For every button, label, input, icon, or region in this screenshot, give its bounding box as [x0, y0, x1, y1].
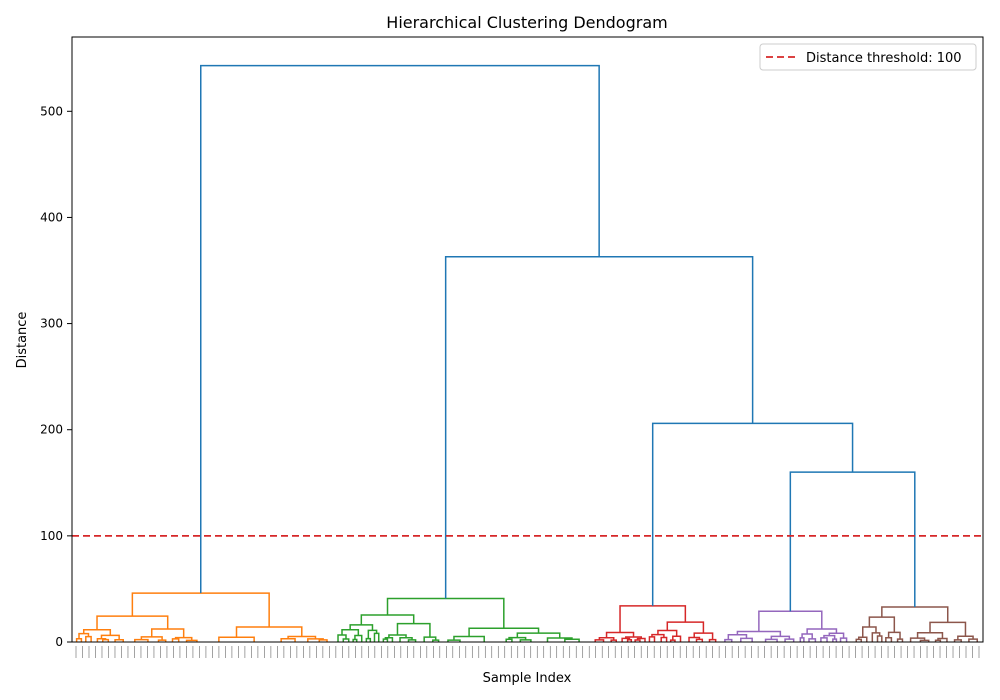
dendrogram-links [75, 64, 978, 642]
dendrogram-link-6 [100, 634, 120, 640]
dendrogram-link-9 [157, 639, 167, 642]
legend-entry-threshold: Distance threshold: 100 [806, 51, 962, 66]
dendrogram-link-22 [131, 592, 270, 627]
chart-title: Hierarchical Clustering Dendogram [386, 13, 667, 32]
dendrogram-link-42 [453, 635, 485, 642]
dendrogram-link-17 [280, 638, 296, 642]
y-tick-label-500: 500 [40, 104, 63, 118]
dendrogram-link-1 [85, 635, 92, 642]
dendrogram-link-26 [354, 634, 363, 642]
dendrogram-link-51 [594, 639, 605, 642]
dendrogram-link-15 [96, 615, 169, 630]
dendrogram-link-111 [200, 64, 600, 594]
dendrogram-link-37 [432, 639, 440, 642]
dendrogram-link-31 [349, 624, 374, 631]
dendrogram-link-87 [806, 628, 838, 635]
dendrogram-link-99 [909, 637, 926, 642]
dendrogram-link-30 [367, 629, 378, 639]
x-axis-label: Sample Index [483, 671, 572, 686]
dendrogram-link-29 [373, 632, 380, 642]
dendrogram-link-107 [881, 606, 949, 623]
dendrogram-link-54 [626, 639, 633, 642]
dendrogram-link-21 [235, 626, 303, 638]
dendrogram-link-84 [823, 634, 836, 640]
legend: Distance threshold: 100 [759, 43, 977, 71]
leaf-labels [75, 646, 980, 658]
dendrogram-link-3 [102, 638, 110, 642]
dendrogram-link-47 [546, 637, 573, 642]
dendrogram-link-0 [75, 637, 83, 642]
dendrogram-link-81 [801, 633, 813, 639]
dendrogram-link-106 [929, 621, 967, 637]
dendrogram-link-64 [672, 635, 682, 642]
y-tick-label-300: 300 [40, 317, 63, 331]
dendrogram-link-20 [287, 635, 317, 639]
dendrogram-link-59 [605, 631, 635, 638]
y-axis-ticks: 0 100 200 300 400 500 [40, 104, 72, 649]
y-tick-label-0: 0 [55, 635, 63, 649]
dendrogram-link-82 [820, 637, 828, 642]
dendrogram-link-62 [651, 633, 665, 638]
dendrogram-link-92 [871, 632, 881, 642]
dendrogram-link-97 [868, 616, 896, 633]
dendrogram-link-68 [708, 638, 717, 642]
dendrogram-link-41 [447, 639, 461, 642]
dendrogram-link-12 [185, 639, 198, 642]
dendrogram-link-28 [365, 637, 372, 642]
dendrogram-link-100 [934, 639, 942, 642]
dendrogram-link-10 [140, 636, 163, 641]
legend-box [759, 43, 977, 71]
dendrogram-link-95 [896, 638, 904, 642]
dendrogram-link-108 [789, 471, 916, 612]
dendrogram-link-110 [444, 255, 754, 599]
dendrogram-link-70 [666, 621, 705, 634]
dendrogram-link-8 [134, 638, 149, 642]
dendrogram-link-103 [953, 639, 962, 642]
dendrogram-link-55 [621, 637, 631, 642]
dendrogram-link-96 [887, 631, 901, 640]
dendrogram-link-109 [651, 422, 854, 606]
dendrogram-link-23 [342, 638, 350, 642]
dendrogram-link-25 [352, 638, 358, 642]
dendrogram-link-105 [957, 635, 974, 640]
y-tick-label-400: 400 [40, 210, 63, 224]
dendrogram-link-19 [307, 638, 324, 642]
y-tick-label-100: 100 [40, 529, 63, 543]
dendrogram-link-71 [619, 605, 687, 633]
dendrogram-link-93 [862, 626, 877, 638]
dendrogram-link-77 [770, 635, 791, 640]
dendrogram-link-76 [784, 638, 795, 642]
dendrogram-link-16 [218, 636, 255, 642]
dendrogram-link-34 [407, 639, 417, 642]
dendrogram-link-45 [508, 636, 527, 640]
dendrogram-link-48 [516, 632, 561, 638]
dendrogram-link-5 [114, 639, 124, 642]
dendrogram-link-85 [839, 637, 848, 642]
y-tick-label-200: 200 [40, 423, 63, 437]
dendrogram-link-80 [808, 638, 817, 642]
dendrogram-link-33 [384, 637, 394, 642]
dendrogram-link-60 [648, 636, 656, 642]
dendrogram-link-79 [799, 637, 805, 642]
dendrogram-link-91 [876, 635, 883, 642]
dendrogram-link-61 [660, 636, 668, 642]
dendrogram-link-53 [598, 637, 615, 641]
dendrogram-link-94 [885, 636, 893, 642]
dendrogram-link-63 [669, 639, 676, 642]
plot-frame [71, 36, 984, 643]
dendrogram-link-73 [740, 637, 753, 642]
y-axis-label: Distance [15, 312, 30, 369]
